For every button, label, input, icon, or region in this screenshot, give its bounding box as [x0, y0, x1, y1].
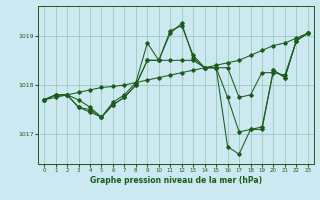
X-axis label: Graphe pression niveau de la mer (hPa): Graphe pression niveau de la mer (hPa)	[90, 176, 262, 185]
